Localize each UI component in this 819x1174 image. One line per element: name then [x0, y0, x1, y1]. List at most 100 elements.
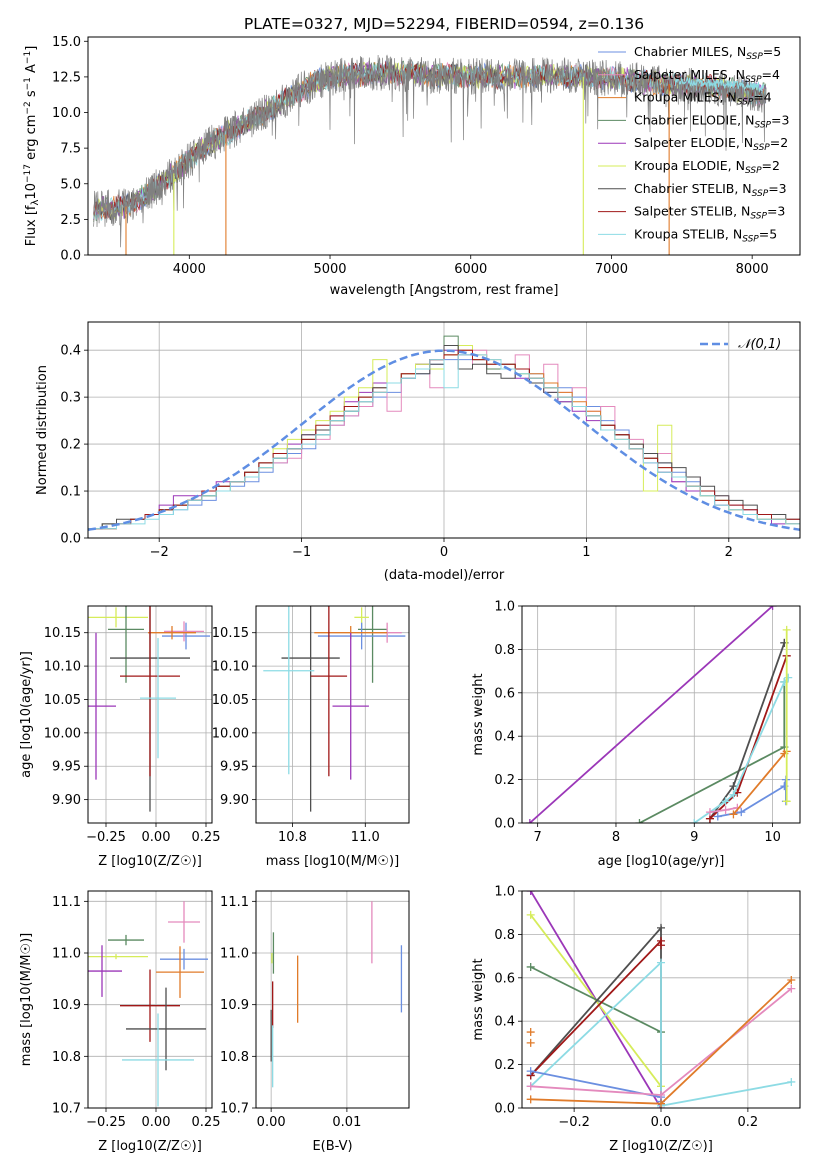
cumulative-line	[529, 606, 774, 823]
cumulative-marker	[526, 962, 535, 971]
y-tick-label: 10.9	[220, 998, 249, 1013]
y-tick-label: 9.95	[220, 760, 249, 775]
y-tick-label: 0.8	[494, 643, 515, 658]
cumulative-line	[693, 676, 789, 823]
cumulative-marker	[782, 625, 791, 634]
y-tick-label: 1.0	[494, 885, 515, 900]
x-axis-label: Z [log10(Z/Z☉)]	[98, 1139, 202, 1154]
y-tick-label: 0.0	[494, 1102, 515, 1117]
legend-label: Kroupa ELODIE, NSSP=2	[634, 158, 780, 176]
cumulative-line	[717, 779, 787, 818]
x-axis-label: (data-model)/error	[384, 568, 505, 583]
y-tick-label: 0.4	[60, 344, 81, 359]
y-tick-label: 11.1	[52, 895, 81, 910]
axes-frame	[87, 605, 213, 824]
histogram-series	[88, 354, 800, 530]
panel-mass_vs_Z: −0.25 0.00 0.25 10.7 10.8 10.9 11.0 11.1 Z [log1…	[19, 890, 220, 1154]
y-tick-label: 11.1	[220, 895, 249, 910]
y-axis-label: mass weight	[471, 673, 486, 755]
legend-label: Salpeter ELODIE, NSSP=2	[634, 135, 788, 153]
plot-area-residuals	[88, 335, 800, 532]
y-tick-label: 0.8	[494, 928, 515, 943]
cumulative-line	[530, 966, 662, 1033]
cumulative-marker	[721, 805, 730, 814]
axes-frame	[255, 605, 410, 824]
plot-area-spectrum	[93, 54, 767, 255]
y-axis-label: Normed distribution	[35, 365, 50, 495]
legend-label: Kroupa MILES, NSSP=4	[634, 90, 772, 108]
x-tick-label: 2	[725, 545, 733, 560]
x-tick-label: 0.01	[332, 1115, 361, 1130]
legend-label: Chabrier STELIB, NSSP=3	[634, 181, 787, 199]
legend-label: Chabrier ELODIE, NSSP=3	[634, 112, 789, 130]
panel-age_vs_mass: 10.8 11.0 9.90 9.95 10.00 10.05 10.10 10.15 mass…	[212, 605, 410, 869]
y-tick-label: 0.2	[60, 438, 81, 453]
y-tick-label: 0.3	[60, 391, 81, 406]
panel-mass_vs_EBV: 0.00 0.01 10.7 10.8 10.9 11.0 11.1 E(B-V)	[220, 890, 410, 1154]
y-tick-label: 0.6	[494, 686, 515, 701]
x-tick-label: 11.0	[351, 830, 380, 845]
cumulative-marker	[713, 812, 722, 821]
cumulative-marker	[705, 808, 714, 817]
y-axis-label: age [log10(age/yr)]	[19, 651, 34, 778]
plot-area-mass_vs_Z	[88, 901, 208, 1107]
y-tick-label: 10.15	[212, 626, 249, 641]
data-spectrum-line	[93, 54, 767, 248]
cumulative-marker	[729, 782, 738, 791]
y-tick-label: 15.0	[52, 35, 81, 50]
y-tick-label: 10.00	[212, 726, 249, 741]
y-tick-label: 0.4	[494, 1015, 515, 1030]
y-tick-label: 11.0	[52, 947, 81, 962]
x-tick-label: 4000	[173, 262, 206, 277]
x-axis-label: Z [log10(Z/Z☉)]	[609, 1139, 713, 1154]
y-tick-label: 12.5	[52, 70, 81, 85]
cumulative-marker	[690, 819, 699, 823]
y-tick-label: 10.05	[44, 693, 81, 708]
panel-cumulative_mass_vs_Z: −0.2 0.0 0.2 0.0 0.2 0.4 0.6 0.8 1.0 Z [log10(Z/Z…	[471, 885, 801, 1154]
y-tick-label: 10.10	[44, 660, 81, 675]
y-tick-label: 10.15	[44, 626, 81, 641]
x-tick-label: 10	[764, 830, 781, 845]
cumulative-marker	[721, 797, 730, 806]
x-tick-label: 0.25	[192, 830, 221, 845]
cumulative-marker	[657, 1099, 665, 1108]
plot-area-cumulative_mass_vs_age	[525, 606, 793, 823]
plot-area-mass_vs_EBV	[270, 901, 403, 1088]
y-tick-label: 0.1	[60, 485, 81, 500]
cumulative-marker	[525, 819, 534, 823]
x-tick-label: 6000	[454, 262, 487, 277]
x-tick-label: 0.00	[142, 1115, 171, 1130]
x-tick-label: 7	[534, 830, 542, 845]
y-axis-label: Flux [fλ10−17 erg cm−2 s−1 A−1]	[23, 46, 41, 247]
x-tick-label: 0.00	[142, 830, 171, 845]
cumulative-marker	[526, 1082, 535, 1091]
cumulative-marker	[526, 910, 535, 919]
x-axis-label: age [log10(age/yr)]	[598, 854, 725, 869]
y-tick-label: 10.10	[212, 660, 249, 675]
cumulative-marker	[768, 606, 777, 610]
cumulative-line	[530, 960, 792, 1107]
x-tick-label: 5000	[313, 262, 346, 277]
x-tick-label: 9	[690, 830, 698, 845]
cumulative-marker	[787, 984, 796, 993]
x-tick-label: −1	[292, 545, 311, 560]
cumulative-line	[530, 925, 662, 1104]
axes-frame	[255, 890, 410, 1109]
y-tick-label: 10.00	[44, 726, 81, 741]
cumulative-marker	[737, 808, 746, 817]
y-tick-label: 9.90	[52, 793, 81, 808]
y-tick-label: 10.7	[220, 1102, 249, 1117]
x-axis-label: Z [log10(Z/Z☉)]	[98, 854, 202, 869]
cumulative-line	[709, 655, 788, 820]
cumulative-marker	[787, 1077, 796, 1086]
y-tick-label: 9.90	[220, 793, 249, 808]
axes-frame	[87, 890, 213, 1109]
panel-cumulative_mass_vs_age: 7 8 9 10 0.0 0.2 0.4 0.6 0.8 1.0 age [log10(age/yr…	[471, 600, 801, 869]
y-tick-label: 0.4	[494, 730, 515, 745]
legend-label: 𝒩(0,1)	[738, 337, 781, 352]
y-tick-label: 0.2	[494, 1058, 515, 1073]
y-tick-label: 0.6	[494, 971, 515, 986]
x-tick-label: 0.00	[257, 1115, 286, 1130]
y-tick-label: 10.7	[52, 1102, 81, 1117]
